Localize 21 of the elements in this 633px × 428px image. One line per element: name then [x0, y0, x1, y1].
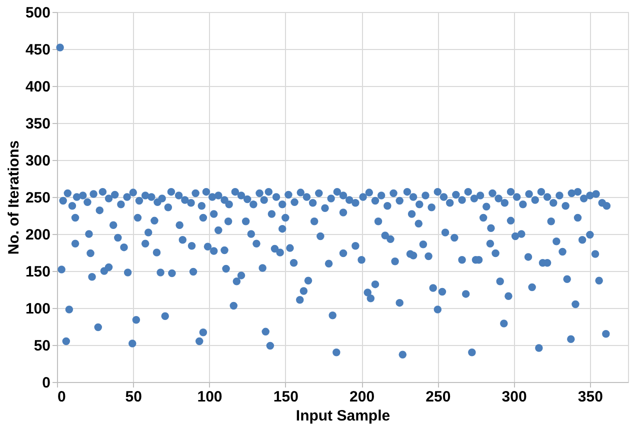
y-tick-label: 100: [25, 300, 50, 318]
y-axis-title: No. of Iterations: [5, 140, 22, 255]
x-tick-label: 300: [502, 388, 527, 406]
y-tick-label: 450: [25, 42, 50, 58]
x-tick-label: 350: [578, 388, 603, 406]
x-tick-label: 50: [125, 388, 142, 406]
x-axis-title: Input Sample: [296, 408, 390, 424]
y-tick-label: 500: [25, 4, 50, 22]
x-tick-label: 100: [197, 388, 222, 406]
x-tick-label: 200: [350, 388, 375, 406]
y-tick-label: 200: [25, 226, 50, 244]
y-tick-label: 400: [25, 78, 50, 96]
y-tick-label: 0: [42, 374, 50, 392]
y-tick-label: 50: [34, 338, 50, 354]
x-tick-label: 0: [58, 388, 66, 406]
y-tick-label: 250: [25, 190, 50, 206]
y-tick-label: 150: [25, 264, 50, 280]
y-tick-label: 300: [25, 152, 50, 170]
x-tick-label: 150: [273, 388, 298, 406]
y-tick-label: 350: [25, 116, 50, 132]
x-tick-label: 250: [426, 388, 451, 406]
